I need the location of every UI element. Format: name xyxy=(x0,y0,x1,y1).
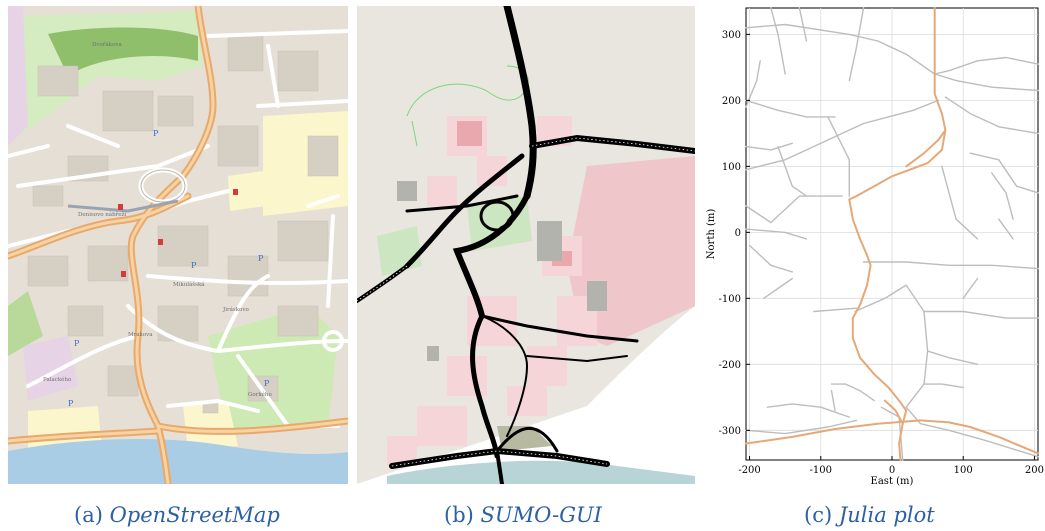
y-tick-label: -300 xyxy=(719,426,741,437)
road-line xyxy=(745,142,793,151)
road-line xyxy=(745,419,858,435)
road-line xyxy=(777,145,808,197)
y-tick-label: -100 xyxy=(719,294,741,305)
svg-text:P: P xyxy=(153,129,159,138)
road-line xyxy=(862,261,1039,270)
svg-text:P: P xyxy=(264,379,270,388)
caption-b: (b) SUMO-GUI xyxy=(444,503,602,527)
x-tick-label: 100 xyxy=(954,465,973,476)
svg-text:Mrakova: Mrakova xyxy=(128,332,153,338)
road-line xyxy=(745,228,808,240)
road-line xyxy=(941,165,979,240)
road-line xyxy=(905,406,1039,458)
road-line xyxy=(827,116,850,197)
caption-b-label: (b) xyxy=(444,503,474,527)
caption-c-text: Julia plot xyxy=(838,503,935,527)
road-line xyxy=(934,73,1039,92)
caption-a-text: OpenStreetMap xyxy=(109,503,280,527)
caption-c-label: (c) xyxy=(804,503,833,527)
julia-plot-panel: -200 -100 0 100 200 -300 -200 -100 0 100 200 300 E… xyxy=(700,0,1045,500)
y-tick-label: -200 xyxy=(719,360,741,371)
sumo-network-panel xyxy=(357,6,695,484)
road-line xyxy=(745,23,850,36)
road-line xyxy=(748,244,793,273)
svg-text:Denisovo nábřeží: Denisovo nábřeží xyxy=(78,211,126,218)
y-axis-label: North (m) xyxy=(706,209,717,260)
route-line xyxy=(848,7,947,461)
road-line xyxy=(745,60,761,108)
y-tick-label: 0 xyxy=(735,228,741,239)
sumo-network-image xyxy=(357,6,695,484)
svg-text:P: P xyxy=(74,339,80,348)
y-tick-label: 200 xyxy=(722,96,741,107)
x-tick-label: 0 xyxy=(889,465,895,476)
caption-a: (a) OpenStreetMap xyxy=(74,503,280,527)
svg-text:Mikulášská: Mikulášská xyxy=(173,281,205,288)
road-line xyxy=(848,7,865,82)
x-tick-label: -100 xyxy=(810,465,832,476)
svg-text:Dvořákova: Dvořákova xyxy=(92,41,122,48)
road-line xyxy=(991,172,1014,220)
svg-text:P: P xyxy=(191,261,197,270)
route-line xyxy=(905,129,947,168)
road-line xyxy=(770,7,786,75)
road-line xyxy=(798,7,808,42)
y-tick-label: 300 xyxy=(722,30,741,41)
road-line xyxy=(830,383,875,402)
road-line xyxy=(745,195,843,224)
road-line xyxy=(830,390,836,412)
road-line xyxy=(998,218,1014,240)
svg-text:Gorkého: Gorkého xyxy=(248,391,272,398)
y-tick-label: 100 xyxy=(722,162,741,173)
road-line xyxy=(766,403,850,418)
road-line xyxy=(848,33,1039,75)
svg-text:Palackého: Palackého xyxy=(43,376,72,383)
road-line xyxy=(969,152,1039,194)
x-tick-label: -200 xyxy=(738,465,760,476)
route-line xyxy=(883,399,904,425)
road-line xyxy=(745,99,939,171)
road-line xyxy=(923,383,964,389)
osm-map-image: P P P P P P Dvořákova Denisovo nábřeží Mrako… xyxy=(8,6,348,484)
road-line xyxy=(926,350,979,365)
caption-a-label: (a) xyxy=(74,503,103,527)
road-line xyxy=(944,96,1039,135)
julia-road-plot: -200 -100 0 100 200 -300 -200 -100 0 100 200 300 E… xyxy=(706,7,1044,487)
osm-map-panel: P P P P P P Dvořákova Denisovo nábřeží Mrako… xyxy=(8,6,348,484)
road-line xyxy=(923,310,1039,319)
x-tick-label: 200 xyxy=(1025,465,1044,476)
road-line xyxy=(763,277,793,299)
route-line xyxy=(745,419,1039,455)
caption-c: (c) Julia plot xyxy=(804,503,935,527)
road-line xyxy=(745,99,836,118)
x-axis-label: East (m) xyxy=(871,476,914,487)
road-line xyxy=(962,277,979,299)
road-line xyxy=(813,307,858,313)
svg-text:P: P xyxy=(68,399,74,408)
caption-b-text: SUMO-GUI xyxy=(480,503,602,527)
svg-text:Jiráskovo: Jiráskovo xyxy=(222,306,249,313)
svg-text:P: P xyxy=(258,254,264,263)
